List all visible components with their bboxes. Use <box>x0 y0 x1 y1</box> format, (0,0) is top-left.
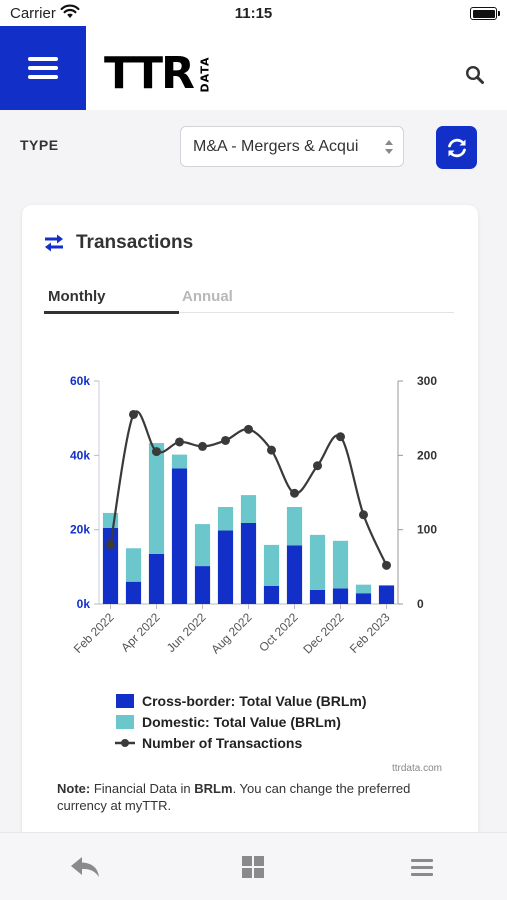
bar-segment <box>286 545 303 604</box>
transactions-point <box>359 510 368 520</box>
bar-segment <box>194 566 211 604</box>
bar-segment <box>171 454 188 469</box>
right-axis-tick-label: 200 <box>417 448 437 462</box>
transfer-arrows-icon <box>45 234 63 252</box>
note-text-2: . You can change the preferred currency … <box>57 781 411 813</box>
tab-monthly[interactable]: Monthly <box>48 288 106 305</box>
bar-segment <box>309 589 326 604</box>
transactions-point <box>336 432 345 442</box>
clock: 11:15 <box>234 5 273 22</box>
x-axis-tick-label: Feb 2022 <box>71 610 117 656</box>
back-button[interactable] <box>68 853 102 881</box>
grid-button[interactable] <box>236 853 270 881</box>
legend-label: Domestic: Total Value (BRLm) <box>142 714 341 730</box>
chart-credit: ttrdata.com <box>391 763 442 774</box>
transactions-chart: 0k 20k 40k 60k 0 100 200 300 Feb 2022 Apr 2022 Jun… <box>70 374 437 751</box>
type-filter-row: TYPE M&A - Mergers & Acqui <box>0 110 507 190</box>
type-select-value: M&A - Mergers & Acqui <box>193 138 359 155</box>
bar-segment <box>148 443 165 554</box>
legend-swatch <box>116 715 134 729</box>
select-arrows-icon <box>385 140 393 154</box>
left-axis-tick-label: 60k <box>70 374 90 388</box>
logo-tag: DATA <box>198 56 212 92</box>
bar-segment <box>263 585 280 604</box>
tab-annual[interactable]: Annual <box>182 288 233 305</box>
reply-arrow-icon <box>71 857 99 877</box>
status-bar: Carrier 11:15 <box>0 0 507 26</box>
right-axis-tick-label: 0 <box>417 597 424 611</box>
right-axis-tick-label: 300 <box>417 374 437 388</box>
x-axis-tick-label: Apr 2022 <box>118 610 163 655</box>
bottom-tab-bar <box>0 832 507 900</box>
bar-segment <box>217 506 234 531</box>
refresh-icon <box>447 138 466 157</box>
left-axis-tick-label: 0k <box>77 597 91 611</box>
legend-swatch <box>116 694 134 708</box>
transactions-point <box>198 441 207 451</box>
legend-label: Number of Transactions <box>142 735 302 751</box>
search-button[interactable] <box>465 65 485 85</box>
card-header: Transactions <box>44 231 193 255</box>
x-axis-tick-label: Aug 2022 <box>208 610 254 656</box>
bar-segment <box>171 468 188 604</box>
logo-text: TTR <box>104 48 195 99</box>
bar-segment <box>355 584 372 594</box>
carrier-label: Carrier <box>10 5 56 22</box>
transactions-point <box>313 461 322 471</box>
grid-icon <box>242 856 264 878</box>
bar-segment <box>148 553 165 604</box>
transactions-point <box>267 445 276 455</box>
bar-segment <box>286 506 303 546</box>
card-title: Transactions <box>76 232 194 253</box>
legend-marker <box>121 739 129 747</box>
transactions-point <box>382 560 391 570</box>
transactions-card: Transactions Monthly Annual 0k 20k 40k 60k 0… <box>22 205 478 845</box>
type-select[interactable]: M&A - Mergers & Acqui <box>180 126 404 167</box>
bar-segment <box>217 530 234 604</box>
menu-button[interactable] <box>0 26 86 110</box>
bar-segment <box>332 588 349 604</box>
transactions-point <box>290 488 299 498</box>
x-axis-tick-label: Jun 2022 <box>164 610 209 655</box>
transactions-point <box>106 540 115 550</box>
bar-segment <box>355 593 372 604</box>
battery-icon <box>470 7 500 20</box>
left-axis-tick-label: 40k <box>70 448 90 462</box>
period-tabs: Monthly Annual <box>44 285 454 314</box>
x-axis-tick-label: Feb 2023 <box>347 610 393 656</box>
transactions-point <box>152 447 161 457</box>
transactions-point <box>244 424 253 434</box>
transactions-point <box>221 435 230 445</box>
left-axis-tick-label: 20k <box>70 523 90 537</box>
transactions-point <box>129 409 138 419</box>
currency-note: Note: Financial Data in BRLm. You can ch… <box>57 780 457 814</box>
legend-label: Cross-border: Total Value (BRLm) <box>142 693 367 709</box>
right-axis-tick-label: 100 <box>417 523 437 537</box>
bar-segment <box>194 524 211 567</box>
list-menu-button[interactable] <box>405 853 439 881</box>
bar-segment <box>125 548 142 582</box>
wifi-icon <box>60 4 80 24</box>
app-header: TTR DATA <box>0 26 507 110</box>
refresh-button[interactable] <box>436 126 477 169</box>
bar-segment <box>125 581 142 604</box>
hamburger-icon <box>28 57 58 79</box>
type-label: TYPE <box>20 137 59 153</box>
active-tab-indicator <box>44 311 179 314</box>
bar-segment <box>263 544 280 586</box>
list-menu-icon <box>411 859 433 876</box>
bar-segment <box>240 495 257 523</box>
bar-segment <box>332 540 349 589</box>
transactions-point <box>175 437 184 447</box>
bar-segment <box>378 585 395 604</box>
bar-segment <box>240 522 257 604</box>
x-axis-tick-label: Dec 2022 <box>300 610 346 656</box>
note-text-1: Financial Data in <box>90 781 195 796</box>
note-unit: BRLm <box>194 781 233 796</box>
note-prefix: Note: <box>57 781 91 796</box>
bar-segment <box>309 534 326 590</box>
ttr-logo[interactable]: TTR DATA <box>104 52 223 96</box>
x-axis-tick-label: Oct 2022 <box>256 610 301 655</box>
search-icon <box>465 65 484 84</box>
